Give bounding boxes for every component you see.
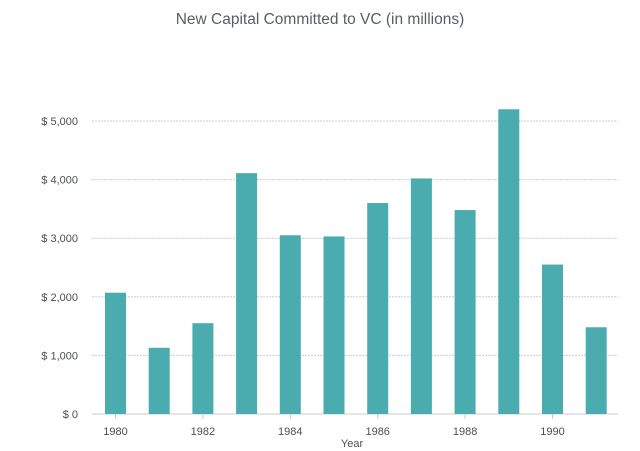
bar-1991 <box>585 327 607 414</box>
x-tick-label: 1990 <box>540 426 564 438</box>
bar-1988 <box>454 210 476 414</box>
bar-1985 <box>323 236 345 414</box>
chart-title: New Capital Committed to VC (in millions… <box>175 11 465 28</box>
x-axis-ticks: 1980 1982 1984 1986 1988 1990 <box>103 414 565 438</box>
y-tick-label: $ 5,000 <box>41 116 78 128</box>
x-axis-label: Year <box>341 438 364 450</box>
bar-1980 <box>105 292 126 414</box>
y-tick-label: $ 3,000 <box>41 233 78 245</box>
bar-1987 <box>410 178 432 414</box>
x-tick-label: 1980 <box>103 426 127 438</box>
y-axis-ticks: $ 0 $ 1,000 $ 2,000 $ 3,000 $ 4,000 $ 5,000 <box>41 116 78 421</box>
bar-1984 <box>279 235 301 414</box>
x-tick-label: 1982 <box>191 426 215 438</box>
bar-1983 <box>236 173 258 414</box>
y-tick-label: $ 4,000 <box>41 175 78 187</box>
x-tick-label: 1986 <box>365 426 389 438</box>
x-tick-label: 1984 <box>278 426 302 438</box>
x-tick-label: 1988 <box>453 426 477 438</box>
gridlines <box>92 120 618 415</box>
bars <box>105 109 607 414</box>
bar-1990 <box>542 264 563 414</box>
bar-1982 <box>192 323 214 414</box>
bar-1989 <box>498 109 520 414</box>
y-tick-label: $ 1,000 <box>41 350 78 362</box>
y-tick-label: $ 0 <box>63 409 78 421</box>
bar-1981 <box>148 347 170 414</box>
bar-1986 <box>367 203 389 414</box>
y-tick-label: $ 2,000 <box>41 292 78 304</box>
